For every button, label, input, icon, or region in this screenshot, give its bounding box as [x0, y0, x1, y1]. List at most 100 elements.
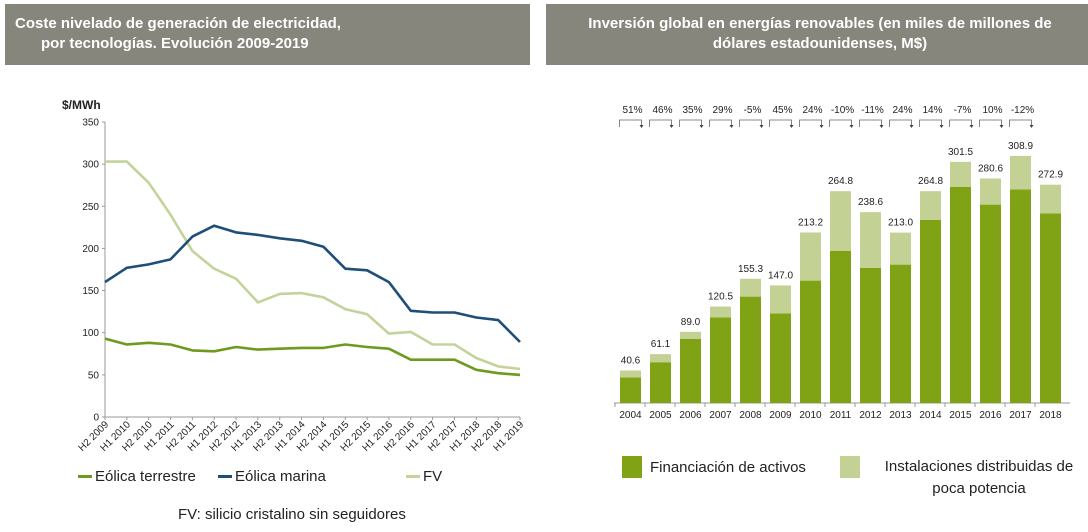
line-chart-footnote: FV: silicio cristalino sin seguidores	[178, 506, 406, 523]
arrow-down-icon	[729, 125, 734, 128]
bar-instalaciones	[1010, 155, 1031, 190]
y-tick-label: 300	[82, 160, 99, 171]
bar-financiacion	[710, 317, 731, 403]
change-label: 46%	[652, 105, 672, 116]
bar-category-label: 2013	[889, 410, 912, 421]
change-bracket	[1009, 119, 1032, 127]
change-bracket	[739, 119, 762, 127]
legend-label: FV	[423, 468, 443, 485]
change-bracket	[859, 119, 882, 127]
bar-category-label: 2009	[769, 410, 792, 421]
y-tick-label: 150	[82, 286, 99, 297]
change-label: 51%	[622, 105, 642, 116]
bar-financiacion	[920, 219, 941, 403]
legend-swatch	[622, 456, 642, 478]
change-bracket	[649, 119, 672, 127]
bar-instalaciones	[740, 278, 761, 297]
bar-category-label: 2014	[919, 410, 942, 421]
bar-total-label: 280.6	[978, 164, 1003, 175]
bar-category-label: 2004	[619, 410, 642, 421]
bar-category-label: 2016	[979, 410, 1002, 421]
bar-financiacion	[650, 362, 671, 403]
bar-total-label: 301.5	[948, 147, 973, 158]
bar-total-label: 120.5	[708, 292, 733, 303]
change-bracket	[679, 119, 702, 127]
bar-instalaciones	[920, 191, 941, 220]
change-label: -10%	[831, 105, 854, 116]
arrow-down-icon	[969, 125, 974, 128]
arrow-down-icon	[1029, 125, 1034, 128]
change-label: 35%	[682, 105, 702, 116]
change-label: 10%	[982, 105, 1002, 116]
bar-category-label: 2006	[679, 410, 702, 421]
legend-swatch	[218, 475, 232, 478]
series-line-fv	[105, 160, 521, 371]
left-title-line2: por tecnologías. Evolución 2009-2019	[41, 35, 309, 52]
bar-category-label: 2011	[830, 410, 852, 421]
legend-item-eolica-terrestre: Eólica terrestre	[78, 468, 196, 485]
bar-instalaciones	[830, 191, 851, 251]
bar-financiacion	[830, 251, 851, 403]
right-chart-title: Inversión global en energías renovables …	[546, 4, 1088, 65]
arrow-down-icon	[639, 125, 644, 128]
change-bracket	[949, 119, 972, 127]
legend-swatch	[840, 456, 860, 478]
legend-label: Eólica terrestre	[95, 468, 196, 485]
bar-instalaciones	[890, 232, 911, 265]
arrow-down-icon	[849, 125, 854, 128]
bar-total-label: 89.0	[681, 317, 701, 328]
change-bracket	[919, 119, 942, 127]
legend-swatch	[78, 475, 92, 478]
change-label: 24%	[802, 105, 822, 116]
left-title-line1: Coste nivelado de generación de electric…	[15, 15, 341, 32]
bar-total-label: 213.0	[888, 218, 913, 229]
arrow-down-icon	[909, 125, 914, 128]
bar-instalaciones	[950, 161, 971, 187]
bar-financiacion	[1040, 213, 1061, 403]
change-label: 14%	[922, 105, 942, 116]
change-bracket	[709, 119, 732, 127]
bar-chart-bars: 40.6 2004 61.1 2005 89.0 2006 120.5 2007 155.3 20…	[614, 105, 1070, 421]
bar-instalaciones	[710, 306, 731, 318]
change-label: 24%	[892, 105, 912, 116]
bar-financiacion	[1010, 189, 1031, 403]
legend-item-financiacion: Financiación de activos	[622, 456, 806, 478]
arrow-down-icon	[939, 125, 944, 128]
y-tick-label: 250	[82, 202, 99, 213]
change-bracket	[799, 119, 822, 127]
change-bracket	[829, 119, 852, 127]
bar-financiacion	[800, 280, 821, 403]
change-label: -7%	[954, 105, 972, 116]
bar-financiacion	[980, 204, 1001, 403]
bar-instalaciones	[1040, 184, 1061, 214]
bar-total-label: 264.8	[918, 176, 943, 187]
series-line-eólica-marina	[104, 224, 521, 343]
arrow-down-icon	[879, 125, 884, 128]
legend-swatch	[406, 475, 420, 478]
change-label: 29%	[712, 105, 732, 116]
legend-item-eolica-marina: Eólica marina	[218, 468, 326, 485]
bar-total-label: 40.6	[621, 356, 641, 367]
legend-label: Eólica marina	[235, 468, 326, 485]
bar-financiacion	[950, 187, 971, 403]
bar-instalaciones	[800, 232, 821, 281]
y-tick-label: 350	[82, 118, 99, 129]
bar-instalaciones	[680, 331, 701, 339]
change-bracket	[619, 119, 642, 127]
bar-instalaciones	[980, 178, 1001, 205]
bar-category-label: 2008	[739, 410, 762, 421]
legend-item-fv: FV	[406, 468, 442, 485]
series-line-eólica-terrestre	[104, 337, 521, 377]
bar-financiacion	[890, 264, 911, 403]
change-bracket	[979, 119, 1002, 127]
bar-category-label: 2018	[1039, 410, 1062, 421]
line-chart-series	[104, 160, 521, 377]
bar-total-label: 308.9	[1008, 141, 1033, 152]
y-tick-label: 50	[88, 370, 100, 381]
bar-instalaciones	[650, 354, 671, 363]
arrow-down-icon	[669, 125, 674, 128]
bar-total-label: 238.6	[858, 197, 883, 208]
bar-category-label: 2015	[949, 410, 972, 421]
change-label: -5%	[744, 105, 762, 116]
